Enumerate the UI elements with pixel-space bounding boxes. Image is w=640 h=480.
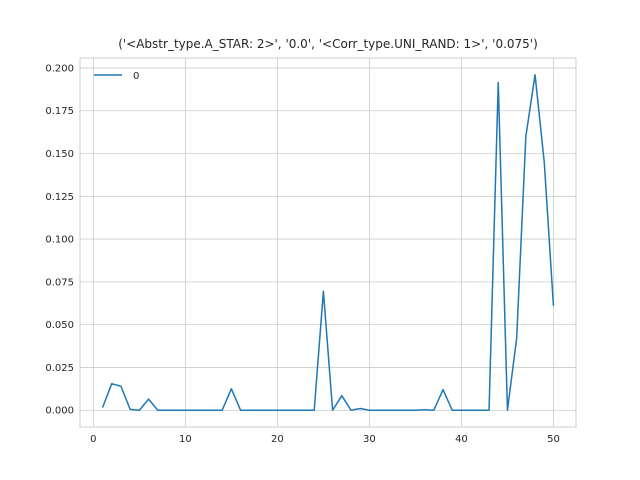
x-tick-label: 20 (271, 434, 284, 445)
y-tick-label: 0.050 (45, 320, 74, 331)
y-tick-label: 0.175 (45, 106, 74, 117)
y-tick-label: 0.200 (45, 63, 74, 74)
x-tick-label: 0 (90, 434, 96, 445)
y-tick-label: 0.125 (45, 192, 74, 203)
grid-lines (80, 58, 576, 427)
x-axis: 0 10 20 30 40 50 (90, 434, 560, 445)
y-tick-label: 0.150 (45, 149, 74, 160)
plot-frame (79, 57, 577, 428)
series-lines (101, 74, 555, 411)
y-tick-label: 0.075 (45, 277, 74, 288)
y-tick-label: 0.000 (45, 406, 74, 417)
legend-label: 0 (133, 71, 139, 82)
x-tick-label: 40 (455, 434, 468, 445)
legend: 0 (94, 71, 139, 82)
y-axis: 0.000 0.025 0.050 0.075 0.100 0.125 0.150 0.175… (45, 63, 74, 416)
y-tick-label: 0.100 (45, 235, 74, 246)
series-line (101, 74, 555, 411)
x-tick-label: 50 (547, 434, 560, 445)
y-tick-label: 0.025 (45, 363, 74, 374)
x-tick-label: 30 (363, 434, 376, 445)
x-tick-label: 10 (179, 434, 192, 445)
chart-title: ('<Abstr_type.A_STAR: 2>', '0.0', '<Corr… (118, 37, 538, 51)
